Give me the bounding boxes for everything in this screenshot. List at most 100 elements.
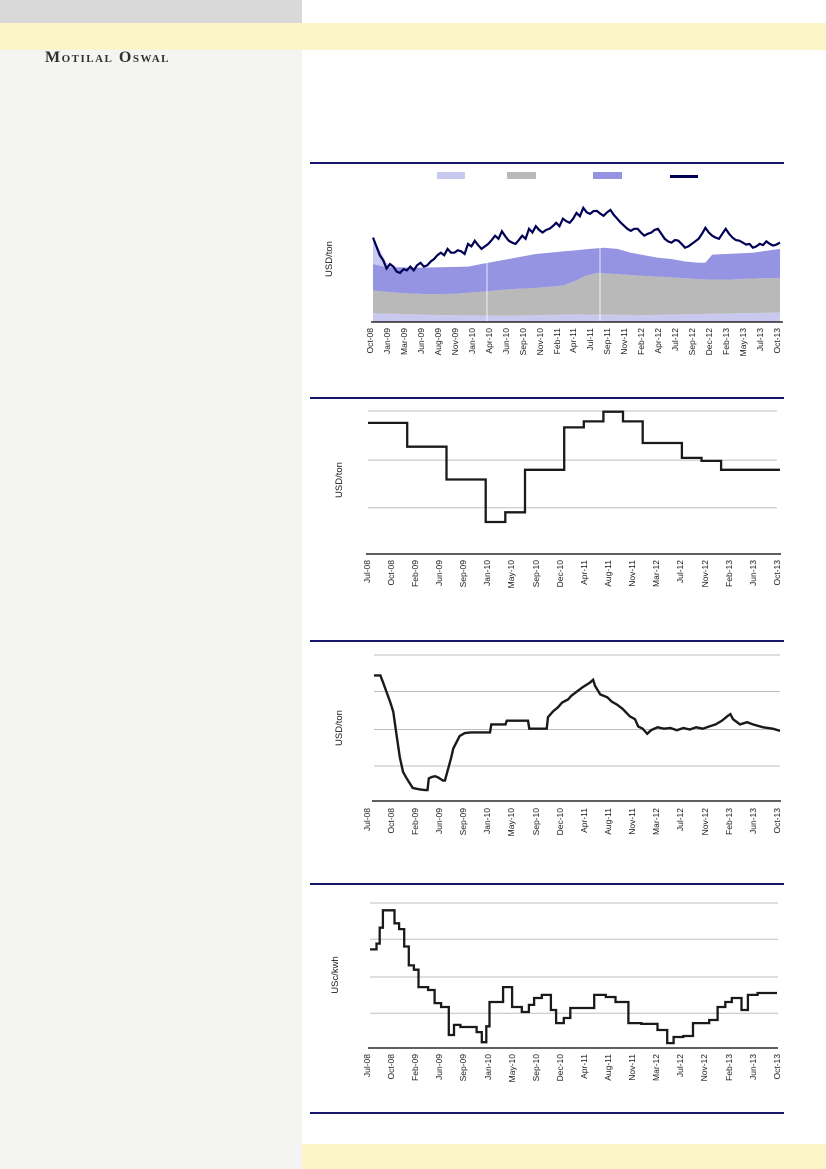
top-gray-bar [0, 0, 302, 23]
left-margin-panel [0, 0, 302, 1169]
chart2-y-axis-label: USD/ton [334, 462, 345, 498]
legend-swatch-lavender [437, 172, 465, 179]
section-divider [310, 162, 784, 164]
x-tick-label: Jan-10 [482, 560, 493, 586]
x-tick-label: Feb-12 [636, 328, 647, 355]
x-tick-label: Apr-10 [483, 328, 494, 354]
x-tick-label: Feb-13 [723, 808, 734, 835]
section-divider [310, 1112, 784, 1114]
section-divider [310, 640, 784, 642]
x-tick-label: Jun-09 [415, 328, 426, 354]
x-tick-label: Jul-12 [670, 328, 681, 352]
chart1-band-purple [373, 247, 780, 295]
x-tick-label: Jul-08 [362, 1054, 372, 1078]
x-tick-label: Sep-10 [530, 560, 541, 588]
brand-header-band: Motilal Oswal [0, 23, 826, 66]
section-divider [310, 397, 784, 399]
x-tick-label: Feb-09 [409, 808, 420, 835]
x-tick-label: Oct-13 [771, 328, 782, 354]
x-tick-label: Jan-10 [482, 808, 493, 834]
x-tick-label: Jun-13 [747, 560, 758, 586]
chart1-spot-price-line [371, 205, 781, 275]
section-divider [310, 883, 784, 885]
x-tick-label: May-13 [738, 328, 749, 357]
chart1-band-lavender-lower [373, 312, 780, 322]
x-tick-label: Dec-12 [704, 328, 715, 356]
x-tick-label: Feb-13 [723, 1054, 734, 1081]
x-tick-label: Aug-11 [603, 808, 613, 835]
x-tick-label: Jul-11 [585, 328, 596, 351]
x-tick-label: Feb-13 [721, 328, 732, 355]
x-tick-label: Oct-13 [772, 560, 783, 586]
x-tick-label: Jun-13 [747, 1054, 758, 1080]
x-tick-label: Jun-09 [434, 1054, 445, 1080]
x-tick-label: Jun-13 [747, 808, 758, 834]
x-tick-label: Oct-13 [772, 808, 783, 834]
legend-swatch-purple [593, 172, 622, 179]
x-tick-label: Dec-10 [554, 808, 565, 836]
chart2-contract-price-step-line [368, 410, 780, 524]
chart1-band-lavender-upper [373, 236, 780, 268]
x-tick-label: Nov-11 [627, 1054, 638, 1081]
x-tick-label: Jul-08 [361, 808, 372, 832]
x-tick-label: Jan-10 [482, 1054, 493, 1080]
x-tick-label: Aug-09 [432, 328, 443, 356]
x-tick-label: Mar-09 [398, 328, 409, 355]
x-tick-label: Oct-08 [386, 1054, 397, 1080]
x-tick-label: Jul-12 [675, 560, 686, 584]
x-tick-label: Aug-11 [603, 1054, 613, 1081]
x-tick-label: Nov-10 [534, 328, 545, 356]
x-tick-label: Sep-09 [458, 808, 469, 836]
x-tick-label: Sep-09 [458, 1054, 469, 1082]
brand-logo-text: Motilal Oswal [45, 49, 171, 66]
x-tick-label: Feb-13 [723, 560, 734, 587]
x-tick-label: Mar-12 [651, 808, 662, 835]
x-tick-label: Feb-09 [410, 1054, 421, 1081]
legend-swatch-navy-line [670, 175, 698, 178]
footer-band [302, 1144, 826, 1169]
x-tick-label: May-10 [506, 808, 517, 837]
chart4-tariff-step-line [370, 909, 777, 1045]
x-tick-label: Nov-12 [699, 1054, 710, 1082]
x-tick-label: Sep-11 [602, 328, 613, 355]
x-tick-label: Nov-12 [699, 808, 710, 836]
x-tick-label: Oct-08 [365, 328, 375, 354]
x-tick-label: Apr-11 [578, 1054, 589, 1079]
legend-swatch-gray [507, 172, 536, 179]
chart3-spot-price-line [374, 674, 781, 792]
x-tick-label: Feb-09 [409, 560, 420, 587]
x-tick-label: Jun-10 [500, 328, 511, 354]
x-tick-label: Jul-12 [675, 808, 686, 832]
x-tick-label: Oct-13 [771, 1054, 782, 1080]
x-tick-label: Dec-10 [554, 1054, 565, 1082]
x-tick-label: Mar-12 [651, 560, 662, 587]
x-tick-label: Oct-08 [385, 560, 396, 586]
x-tick-label: Nov-11 [627, 808, 638, 835]
x-tick-label: Oct-08 [385, 808, 396, 834]
x-tick-label: May-10 [506, 560, 517, 589]
x-tick-label: Mar-12 [651, 1054, 662, 1081]
x-tick-label: Jan-10 [466, 328, 477, 354]
chart1-band-gray [373, 272, 780, 316]
x-tick-label: Jul-08 [361, 560, 372, 584]
x-tick-label: Apr-11 [578, 560, 589, 585]
x-tick-label: Sep-12 [687, 328, 698, 356]
x-tick-label: May-10 [506, 1054, 517, 1083]
x-tick-label: Feb-11 [551, 328, 562, 355]
x-tick-label: Jun-09 [433, 808, 444, 834]
x-tick-label: Jan-09 [381, 328, 392, 354]
x-tick-label: Aug-11 [603, 560, 613, 587]
x-tick-label: Nov-09 [449, 328, 460, 356]
x-tick-label: Sep-09 [458, 560, 469, 588]
x-tick-label: Jul-13 [755, 328, 766, 352]
x-tick-label: Sep-10 [530, 1054, 541, 1082]
x-tick-label: Nov-11 [627, 560, 638, 587]
x-tick-label: Jul-12 [675, 1054, 686, 1078]
x-tick-label: Jun-09 [433, 560, 444, 586]
x-tick-label: Dec-10 [554, 560, 565, 588]
x-tick-label: Nov-11 [619, 328, 630, 355]
x-tick-label: Apr-12 [653, 328, 664, 354]
x-tick-label: Apr-11 [578, 808, 589, 833]
x-tick-label: Sep-10 [517, 328, 528, 356]
